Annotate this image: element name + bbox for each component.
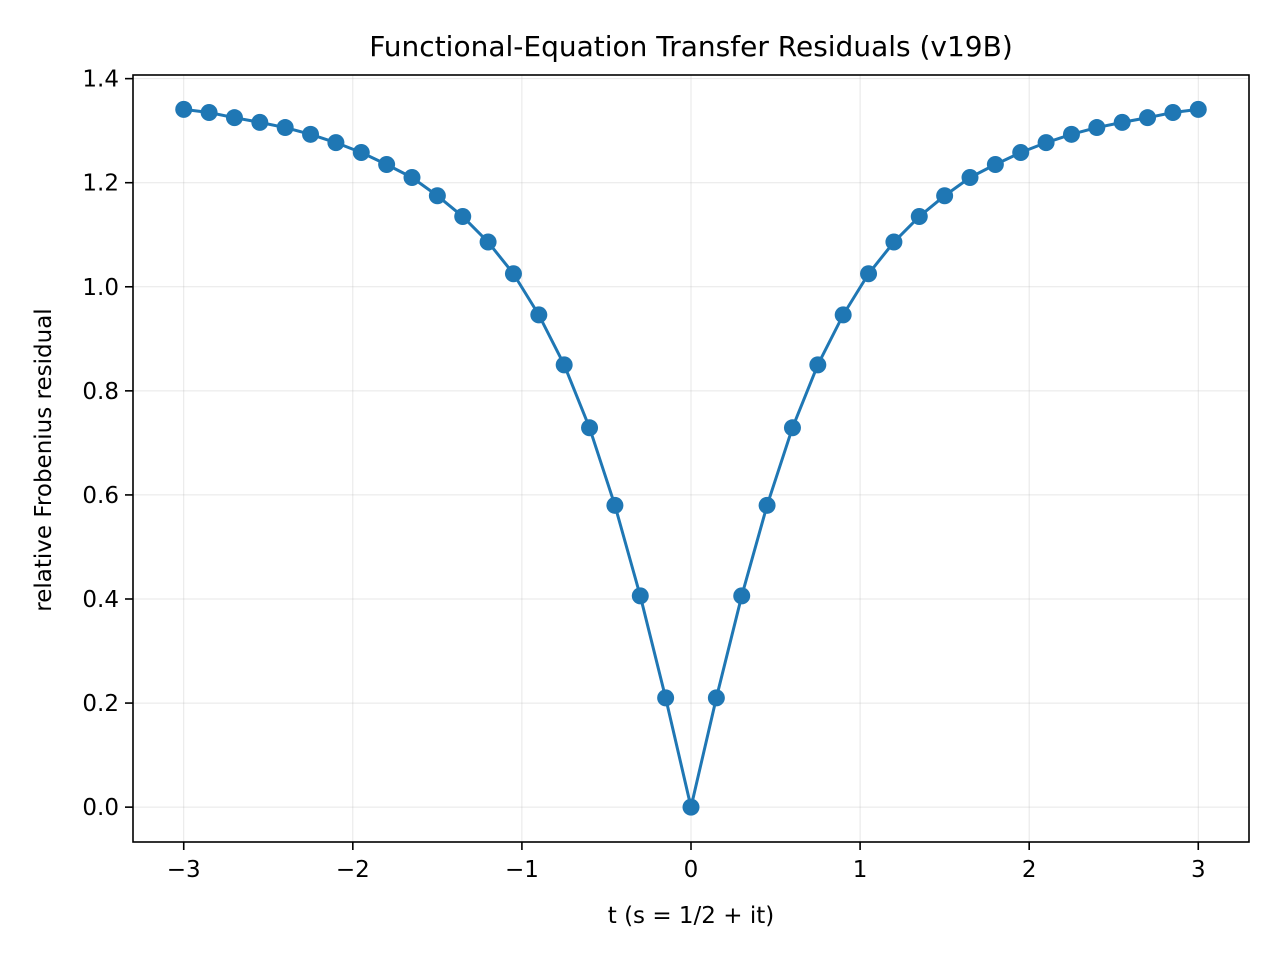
x-tick-label: −1	[505, 857, 539, 883]
data-point	[631, 587, 649, 605]
data-point	[530, 306, 548, 324]
data-point	[1012, 144, 1030, 162]
y-tick-label: 1.0	[82, 275, 119, 301]
y-tick-label: 0.4	[82, 587, 119, 613]
x-axis-ticks: −3 −2 −1 0 1 2 3	[167, 842, 1206, 883]
chart-title: Functional-Equation Transfer Residuals (…	[369, 30, 1013, 63]
data-point	[1113, 113, 1131, 131]
data-point	[910, 208, 928, 226]
data-point	[276, 119, 294, 137]
data-point	[302, 125, 320, 143]
y-axis-label: relative Frobenius residual	[31, 308, 57, 611]
x-axis-label: t (s = 1/2 + it)	[608, 903, 774, 929]
data-point	[1164, 103, 1182, 121]
data-point	[200, 103, 218, 121]
data-point	[733, 587, 751, 605]
data-point	[885, 233, 903, 251]
x-tick-label: −2	[336, 857, 370, 883]
data-point	[860, 265, 878, 283]
data-point	[454, 208, 472, 226]
data-point	[707, 689, 725, 707]
data-point	[834, 306, 852, 324]
data-point	[682, 798, 700, 816]
data-point	[1088, 119, 1106, 137]
x-tick-label: 3	[1191, 857, 1206, 883]
data-point	[479, 233, 497, 251]
data-point	[758, 496, 776, 514]
data-point	[1062, 125, 1080, 143]
data-point	[251, 113, 269, 131]
data-point	[1189, 100, 1207, 118]
series-layer	[175, 100, 1207, 816]
data-point	[378, 156, 396, 174]
data-point	[403, 169, 421, 187]
data-point	[504, 265, 522, 283]
data-point	[936, 187, 954, 205]
y-tick-label: 0.2	[82, 691, 119, 717]
data-point	[961, 169, 979, 187]
x-tick-label: 1	[853, 857, 868, 883]
y-tick-label: 1.2	[82, 171, 119, 197]
x-tick-label: 2	[1022, 857, 1037, 883]
data-point	[809, 356, 827, 374]
data-point	[1037, 134, 1055, 152]
data-point	[175, 100, 193, 118]
data-point	[352, 144, 370, 162]
data-point	[225, 109, 243, 127]
data-point	[327, 134, 345, 152]
data-point	[657, 689, 675, 707]
y-axis-ticks: 0.0 0.2 0.4 0.6 0.8 1.0 1.2 1.4	[82, 67, 133, 821]
data-point	[1139, 109, 1157, 127]
x-tick-label: 0	[684, 857, 699, 883]
y-tick-label: 0.8	[82, 379, 119, 405]
y-tick-label: 1.4	[82, 67, 119, 93]
data-point	[428, 187, 446, 205]
data-point	[581, 419, 599, 437]
data-point	[555, 356, 573, 374]
data-point	[606, 496, 624, 514]
data-point	[986, 156, 1004, 174]
y-tick-label: 0.6	[82, 483, 119, 509]
plot-background	[133, 75, 1249, 842]
data-point	[783, 419, 801, 437]
x-tick-label: −3	[167, 857, 201, 883]
y-tick-label: 0.0	[82, 795, 119, 821]
